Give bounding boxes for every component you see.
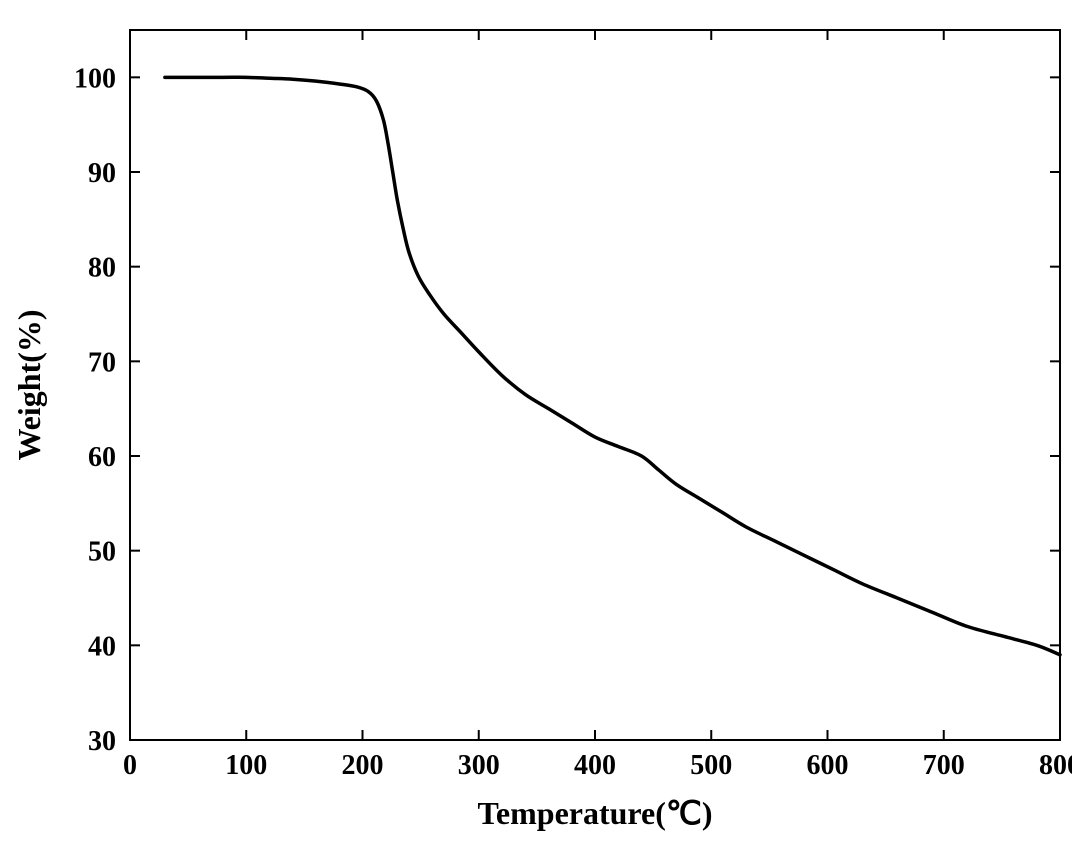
x-tick-label: 200 [342, 750, 384, 781]
y-tick-label: 40 [88, 631, 116, 662]
x-tick-label: 0 [123, 750, 137, 781]
y-tick-label: 60 [88, 442, 116, 473]
x-tick-label: 100 [225, 750, 267, 781]
x-tick-label: 500 [690, 750, 732, 781]
tga-chart: 0 100 200 300 400 500 600 700 800 30 40 50 60 70 80 90 1… [0, 0, 1072, 855]
x-tick-label: 300 [458, 750, 500, 781]
y-axis-label: Weight(%) [11, 309, 47, 460]
x-tick-label: 700 [923, 750, 965, 781]
y-tick-label: 50 [88, 537, 116, 568]
y-tick-label: 30 [88, 726, 116, 757]
x-tick-label: 600 [807, 750, 849, 781]
y-tick-label: 100 [74, 63, 116, 94]
y-tick-label: 90 [88, 158, 116, 189]
x-tick-label: 800 [1039, 750, 1072, 781]
y-tick-label: 80 [88, 253, 116, 284]
x-tick-label: 400 [574, 750, 616, 781]
y-tick-label: 70 [88, 347, 116, 378]
x-axis-label: Temperature(℃) [478, 795, 713, 831]
chart-svg: 0 100 200 300 400 500 600 700 800 30 40 50 60 70 80 90 1… [0, 0, 1072, 855]
